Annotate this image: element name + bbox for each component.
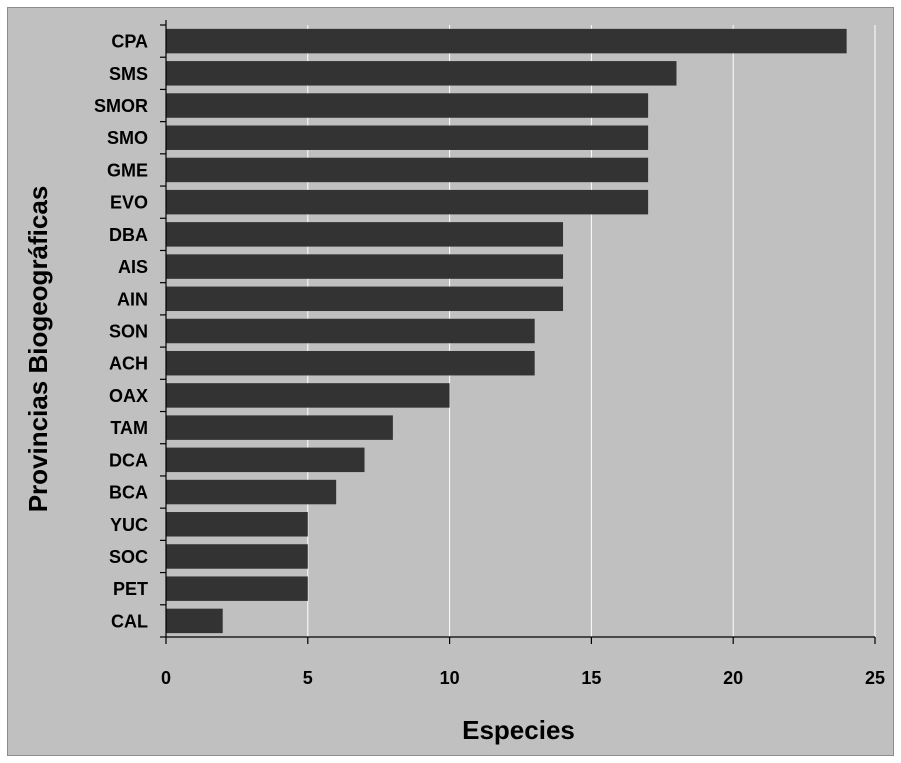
y-tick-label: ACH: [109, 354, 148, 374]
y-tick-label: CAL: [111, 611, 148, 631]
y-tick-label: DBA: [109, 225, 148, 245]
y-tick-label: SMO: [107, 128, 148, 148]
bar-tam: [166, 415, 393, 440]
bar-sms: [166, 61, 677, 86]
x-tick-labels: 0 5 10 15 20 25: [161, 668, 885, 688]
y-tick-label: EVO: [110, 193, 148, 213]
bar-smo: [166, 125, 649, 150]
x-tick-label: 5: [303, 668, 313, 688]
bar-ain: [166, 286, 564, 312]
bar-evo: [166, 189, 649, 215]
bar-dba: [166, 222, 564, 247]
y-tick-label: BCA: [109, 483, 148, 503]
x-tick-label: 15: [581, 668, 601, 688]
bar-soc: [166, 544, 308, 569]
bar-smor: [166, 93, 649, 118]
y-tick-label: SMS: [109, 64, 148, 84]
bar-yuc: [166, 512, 308, 537]
y-tick-label: PET: [113, 579, 148, 599]
y-tick-label: SON: [109, 322, 148, 342]
bar-cal: [166, 608, 223, 634]
axes: [160, 20, 876, 644]
bar-ach: [166, 350, 535, 376]
y-tick-label: YUC: [110, 515, 148, 535]
x-tick-label: 25: [865, 668, 885, 688]
bar-bca: [166, 479, 337, 505]
bar-ais: [166, 254, 564, 279]
y-tick-label: DCA: [109, 450, 148, 470]
y-axis-title: Provincias Biogeográficas: [23, 186, 53, 513]
y-tick-label: SOC: [109, 547, 148, 567]
x-axis-title: Especies: [462, 715, 575, 745]
bars: [166, 28, 847, 634]
y-tick-label: AIS: [118, 257, 148, 277]
y-tick-label: AIN: [117, 289, 148, 309]
x-tick-label: 20: [723, 668, 743, 688]
bar-cpa: [166, 28, 847, 54]
bar-pet: [166, 576, 308, 601]
y-tick-label: OAX: [109, 386, 148, 406]
y-tick-label: SMOR: [94, 96, 148, 116]
bar-son: [166, 318, 535, 344]
y-tick-labels: CPA SMS SMOR SMO GME EVO DBA AIS AIN SON ACH OAX TAM…: [94, 32, 148, 632]
x-tick-label: 0: [161, 668, 171, 688]
bar-dca: [166, 447, 365, 473]
bar-oax: [166, 383, 450, 408]
bar-gme: [166, 157, 649, 183]
x-tick-label: 10: [440, 668, 460, 688]
y-tick-label: GME: [107, 160, 148, 180]
y-tick-label: TAM: [110, 418, 148, 438]
y-tick-label: CPA: [111, 32, 148, 52]
